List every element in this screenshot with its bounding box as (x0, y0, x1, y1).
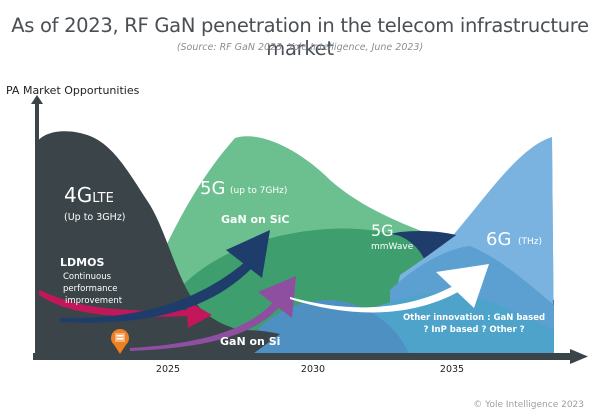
axes-group (31, 95, 588, 364)
y-axis-label: PA Market Opportunities (6, 84, 140, 97)
label-5g-main: 5G (200, 178, 225, 199)
arrow-gan-sic-shaft (60, 262, 252, 323)
label-6g-sub: (THz) (518, 237, 542, 247)
x-tick-2025: 2025 (156, 364, 180, 375)
label-other-line2: ? InP based ? Other ? (423, 325, 524, 335)
x-axis-arrowhead (570, 349, 588, 364)
label-gan-sic: GaN on SiC (221, 213, 289, 226)
arrow-ldmos-shaft (38, 290, 188, 317)
x-tick-2030: 2030 (301, 364, 325, 375)
label-mmwave-main: 5G (371, 221, 394, 240)
y-axis-arrowhead (31, 95, 43, 104)
x-tick-2035: 2035 (440, 364, 464, 375)
label-other-line1: Other innovation : GaN based (403, 313, 545, 323)
label-gan-si: GaN on Si (220, 335, 280, 348)
label-ldmos-sub3: improvement (65, 296, 123, 306)
label-6g-main: 6G (486, 229, 511, 250)
arrow-gan-si-shaft (130, 300, 281, 351)
label-ldmos-sub2: performance (63, 284, 117, 294)
label-4g-suffix: LTE (92, 191, 114, 206)
chart-title: As of 2023, RF GaN penetration in the te… (11, 14, 589, 60)
label-4g-main: 4GLTE (64, 183, 114, 207)
chart-subtitle: (Source: RF GaN 2023, Yole Intelligence,… (176, 42, 424, 53)
y-axis-line (35, 103, 39, 357)
arrow-other-shaft (290, 285, 458, 313)
now-marker-icon (111, 329, 129, 354)
arrows-group (38, 230, 489, 351)
arrow-gan-sic-head (226, 230, 270, 278)
label-ldmos: LDMOS (60, 256, 104, 269)
label-4g-sub: (Up to 3GHz) (64, 212, 126, 223)
x-axis-line (33, 353, 573, 360)
area-4g-lte (37, 131, 270, 356)
copyright-notice: © Yole Intelligence 2023 (473, 400, 584, 410)
arrow-ldmos-head (186, 300, 212, 328)
label-mmwave-sub: mmWave (371, 242, 414, 252)
arrow-other-head (436, 264, 489, 308)
arrow-gan-si-head (258, 276, 296, 318)
label-ldmos-sub1: Continuous (63, 272, 112, 282)
area-gan-si-band (235, 300, 410, 356)
label-5g-sub: (up to 7GHz) (230, 186, 287, 196)
